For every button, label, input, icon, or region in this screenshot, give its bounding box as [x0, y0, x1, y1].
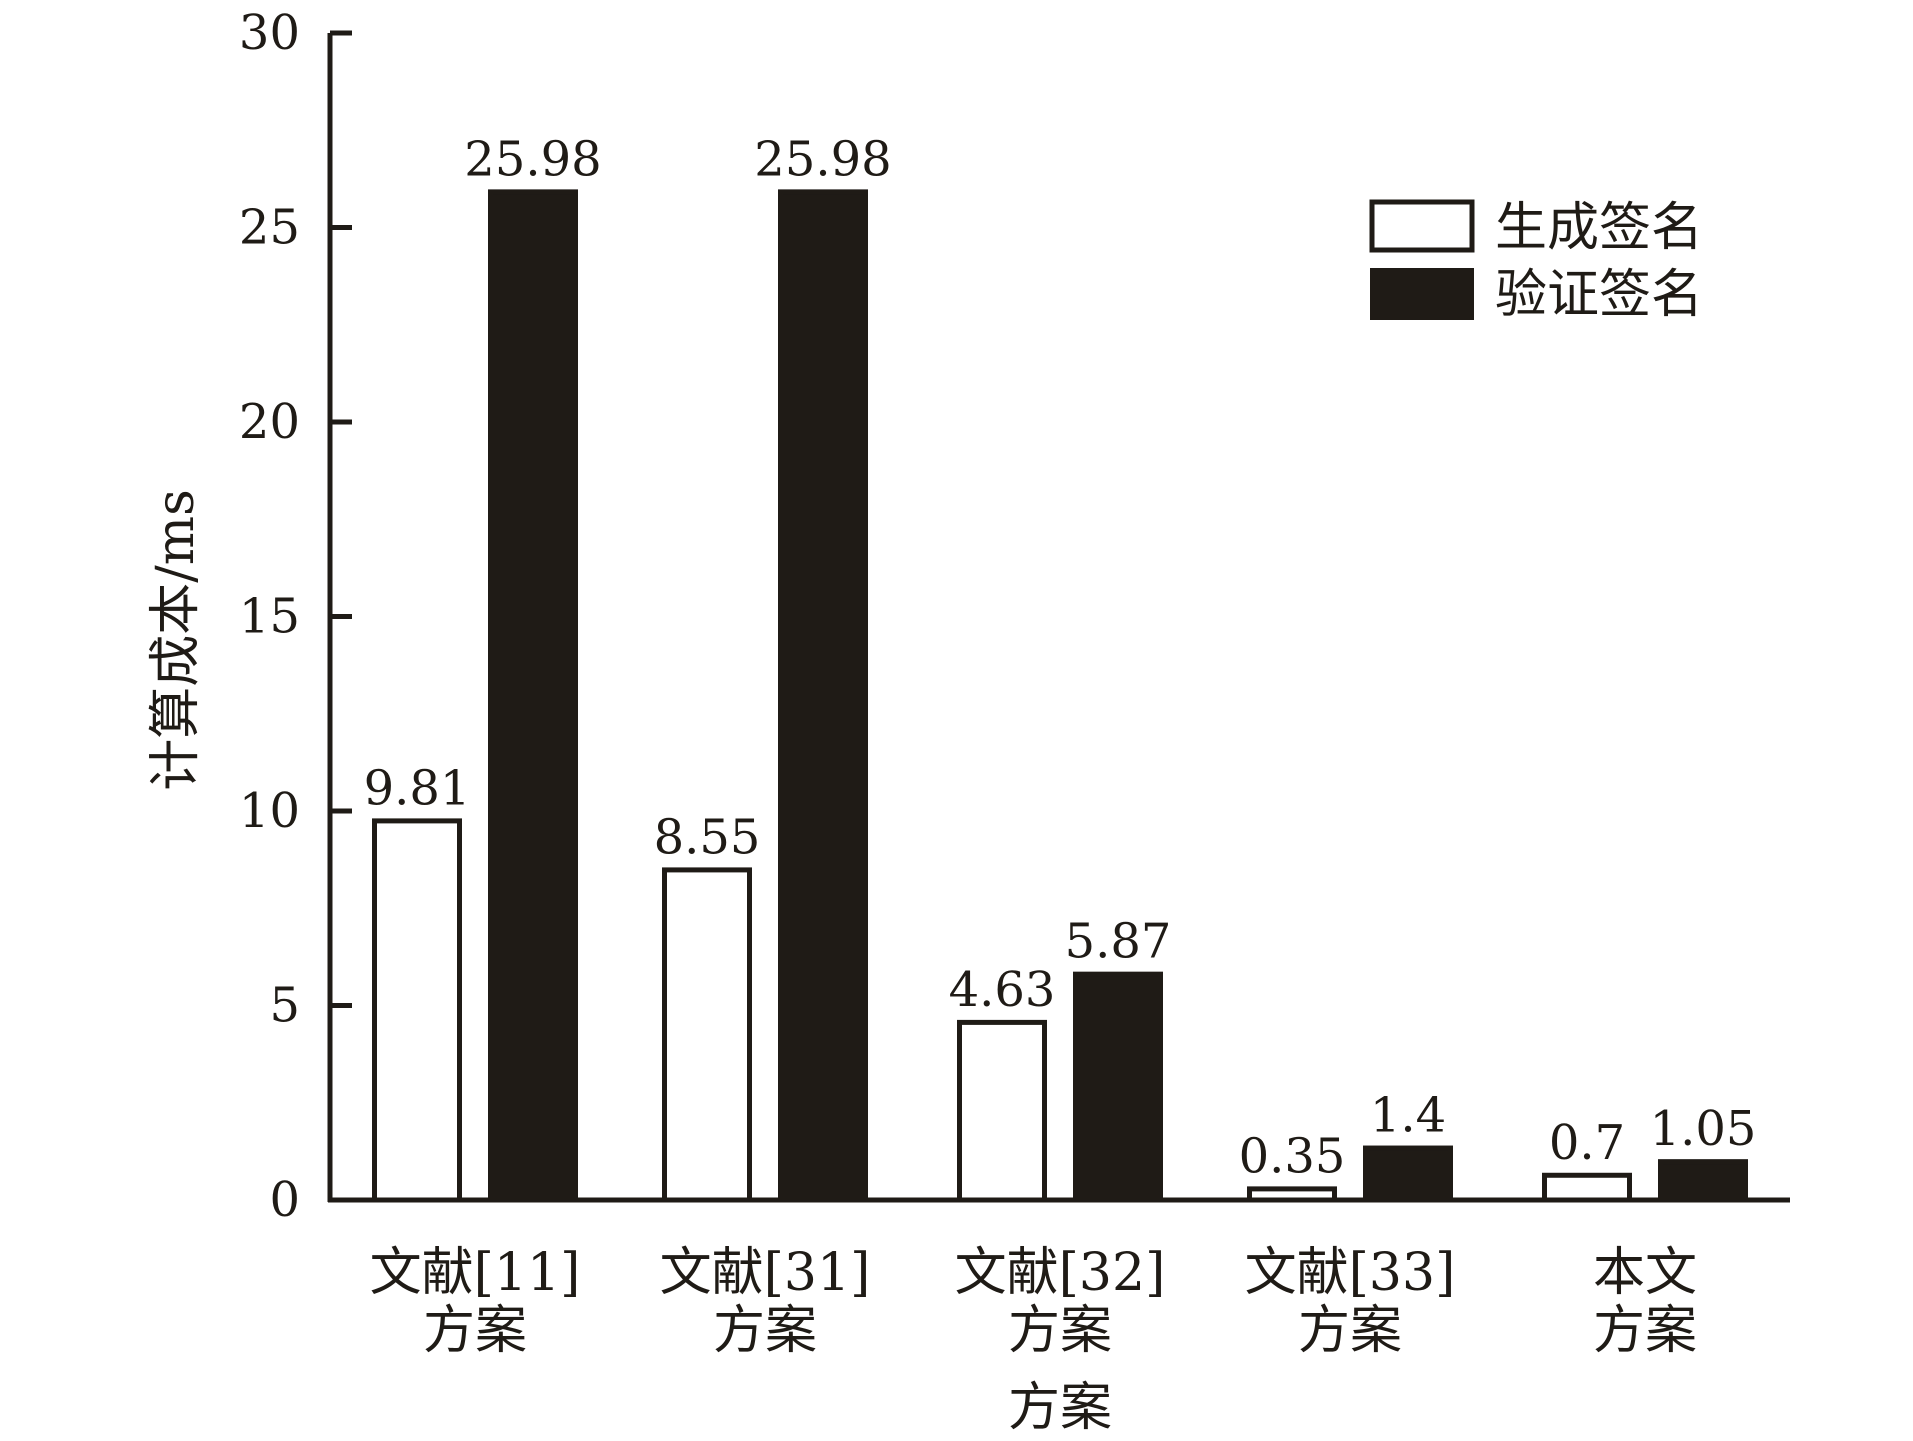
- data-label-generate: 9.81: [364, 760, 471, 816]
- y-tick-label: 5: [269, 978, 300, 1034]
- y-ticks-group: 0 5 10 15 20 25 30: [239, 5, 352, 1228]
- data-label-verify: 25.98: [754, 131, 891, 187]
- x-category-label: 文献[33]: [1245, 1243, 1456, 1303]
- bar-generate-signature: [1542, 1172, 1632, 1203]
- data-label-verify: 1.4: [1370, 1088, 1446, 1144]
- x-category-label: 方案: [1298, 1301, 1402, 1361]
- x-category-label: 方案: [713, 1301, 817, 1361]
- y-tick-label: 15: [239, 589, 300, 645]
- bar-verify-signature: [1073, 971, 1163, 1203]
- y-tick-label: 30: [239, 5, 300, 61]
- legend-swatch-generate: [1369, 199, 1475, 253]
- legend: 生成签名 验证签名: [1369, 198, 1703, 325]
- x-category-label: 文献[11]: [370, 1243, 581, 1303]
- y-axis-title: 计算成本/ms: [146, 489, 206, 791]
- bar-verify-signature: [1658, 1159, 1748, 1203]
- bar-verify-signature: [1363, 1145, 1453, 1203]
- y-tick-label: 20: [239, 394, 300, 450]
- bar-generate-signature: [372, 818, 462, 1203]
- x-category-label: 本文: [1593, 1243, 1697, 1303]
- bar-verify-signature: [488, 189, 578, 1203]
- x-axis-title: 方案: [1008, 1378, 1112, 1438]
- data-label-verify: 25.98: [464, 131, 601, 187]
- data-label-generate: 4.63: [949, 962, 1056, 1018]
- bar-generate-signature: [957, 1019, 1047, 1203]
- legend-label-verify: 验证签名: [1495, 265, 1703, 325]
- data-label-verify: 5.87: [1065, 914, 1172, 970]
- data-label-generate: 0.7: [1549, 1115, 1625, 1171]
- x-category-label: 方案: [423, 1301, 527, 1361]
- x-category-label: 文献[31]: [660, 1243, 871, 1303]
- data-labels-group: 9.81 25.98 8.55 25.98 4.635.87 0.35 1.4 0.7 1.05: [364, 131, 1757, 1184]
- legend-label-generate: 生成签名: [1495, 198, 1703, 258]
- bar-verify-signature: [778, 189, 868, 1203]
- x-category-label: 方案: [1593, 1301, 1697, 1361]
- x-category-label: 方案: [1008, 1301, 1112, 1361]
- bar-generate-signature: [662, 867, 752, 1203]
- data-label-generate: 8.55: [654, 809, 761, 865]
- legend-swatch-verify: [1370, 268, 1474, 320]
- data-label-verify: 1.05: [1650, 1101, 1757, 1157]
- y-tick-label: 0: [269, 1172, 300, 1228]
- data-label-generate: 0.35: [1239, 1128, 1346, 1184]
- x-category-label: 文献[32]: [955, 1243, 1166, 1303]
- y-tick-label: 10: [239, 783, 300, 839]
- bars-group: [372, 189, 1748, 1203]
- y-tick-label: 25: [239, 200, 300, 256]
